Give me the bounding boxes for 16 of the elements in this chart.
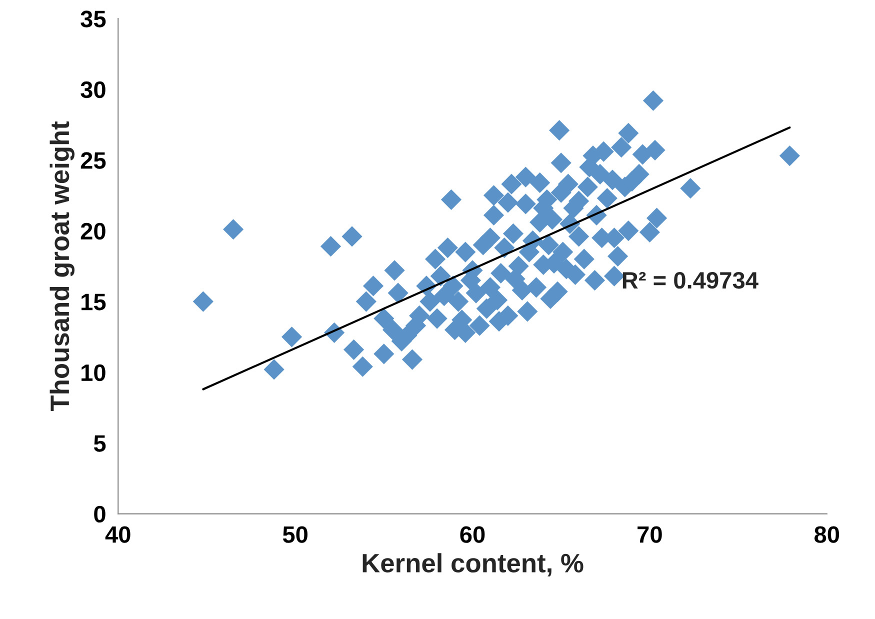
x-tick-label: 40 [105, 526, 130, 543]
y-axis-title: Thousand groat weight [50, 121, 75, 411]
y-tick-label: 5 [94, 435, 106, 452]
y-tick-label: 20 [80, 222, 106, 240]
annotation: R² = 0.49734 [622, 272, 758, 289]
y-tick-label: 30 [80, 81, 106, 98]
y-tick-label: 10 [82, 364, 106, 382]
x-tick-label: 80 [814, 526, 840, 543]
y-tick-label: 15 [82, 294, 106, 310]
x-axis-title: Kernel content, % [362, 553, 584, 576]
y-tick-label: 25 [80, 152, 106, 169]
y-tick-label: 0 [94, 506, 106, 523]
y-tick-label: 35 [80, 10, 106, 28]
x-tick-label: 50 [282, 526, 308, 543]
x-tick-label: 70 [638, 526, 662, 543]
x-tick-label: 60 [460, 526, 485, 543]
